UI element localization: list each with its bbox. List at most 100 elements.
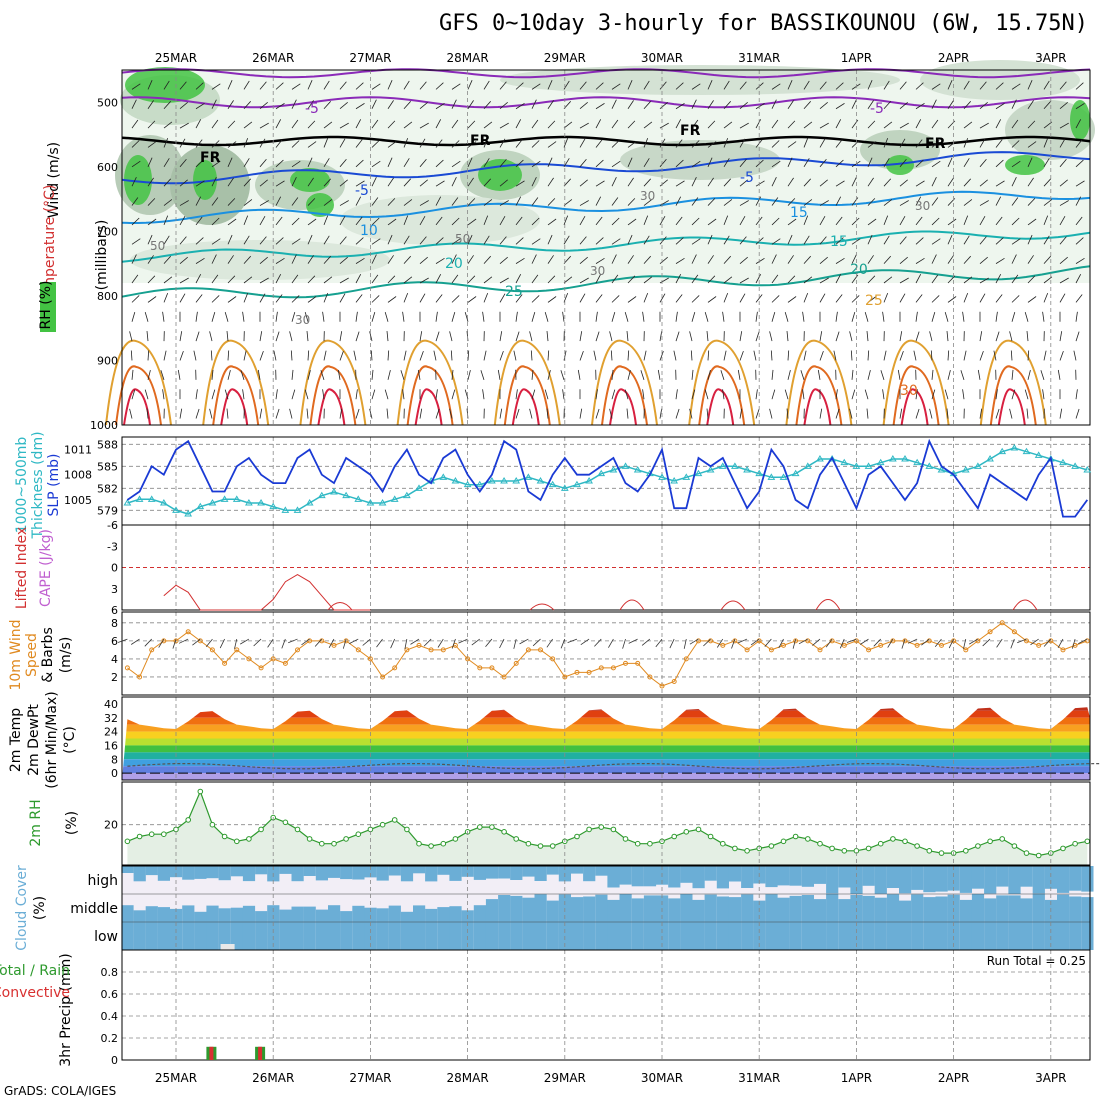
cloud-high-bar: [923, 866, 936, 893]
wind-barb: [275, 331, 280, 342]
wind-barb: [306, 331, 309, 342]
wind-barb: [657, 369, 661, 380]
wind-barb: [769, 408, 773, 419]
rh2m-point: [865, 845, 872, 852]
wind-barb: [417, 369, 421, 380]
wind-barb: [371, 83, 381, 90]
wind-barb: [979, 179, 988, 187]
cloud-middle-bar: [522, 897, 535, 922]
rh2m-point: [574, 833, 580, 840]
wind-barb: [211, 99, 217, 109]
wind-barb: [467, 350, 470, 361]
wind-barb: [224, 311, 229, 322]
cloud-middle-bar: [971, 894, 985, 922]
wind-barb: [611, 238, 621, 245]
wind-barb: [720, 370, 725, 380]
wind-barb: [803, 199, 813, 206]
wind-barb: [787, 198, 796, 206]
wind-barb: [1011, 99, 1017, 109]
cloud-low-bar: [680, 922, 693, 950]
wind-barb: [307, 100, 314, 109]
wind-barb: [435, 82, 444, 90]
wind-barb: [755, 274, 762, 284]
wind-barb: [737, 369, 741, 380]
wind-barb: [944, 389, 949, 400]
wind-barb: [179, 122, 189, 129]
wind-barb: [659, 179, 668, 187]
wind-barb: [691, 99, 697, 109]
wind-barb: [835, 196, 842, 206]
wind-barb: [722, 389, 725, 400]
cloud-low-bar: [1008, 922, 1021, 950]
wind-barb: [579, 350, 584, 361]
wind-barb: [131, 217, 140, 226]
lifted-tick: -3: [107, 540, 118, 553]
wind-barb: [243, 235, 250, 245]
cloud-middle-bar: [583, 896, 596, 922]
cloud-high-bar: [194, 866, 207, 879]
wind-barb: [227, 255, 234, 264]
cloud-high-bar: [182, 866, 195, 880]
cloud-middle-bar: [352, 905, 365, 922]
wind-barb: [339, 101, 348, 110]
wind-barb: [546, 408, 549, 419]
cloud-high-bar: [959, 866, 972, 893]
wind-barb: [675, 216, 683, 226]
wind-barb: [147, 218, 157, 226]
wind-barb: [1027, 218, 1037, 226]
wind-barb: [883, 199, 893, 206]
wind-barb: [659, 277, 669, 284]
wind-barb: [227, 177, 234, 187]
wind-barb: [355, 237, 364, 245]
cloud-high-bar: [692, 866, 705, 889]
wind-barb: [931, 99, 937, 109]
wind-speed-point: [951, 638, 957, 644]
cloud-low-bar: [1069, 922, 1082, 950]
wind-barb: [579, 158, 587, 168]
wind-barb: [1075, 257, 1085, 264]
rh2m-point: [379, 821, 386, 828]
wind-barb-10m: [731, 638, 736, 649]
wind-barb: [739, 236, 747, 245]
wind-barb: [547, 141, 557, 148]
wind-barb: [723, 235, 730, 245]
wind-speed-point: [525, 647, 531, 653]
wind-barb: [755, 294, 763, 303]
wind-barb: [1027, 177, 1034, 187]
wind-barb: [579, 236, 587, 245]
wind-barb: [499, 350, 504, 361]
wind-barb: [211, 295, 220, 303]
wind-barb: [483, 158, 490, 168]
temp-tick: 24: [104, 726, 118, 739]
wind-barb: [931, 119, 939, 129]
wind-barb: [275, 139, 283, 148]
cloud-low-bar: [279, 922, 292, 950]
wind-barb: [240, 370, 245, 380]
wind-barb: [819, 158, 827, 168]
thickness-point: [682, 473, 691, 480]
wind-barb: [193, 350, 197, 361]
cloud-low-bar: [704, 922, 717, 950]
thickness-point: [512, 477, 521, 484]
wind-barb-10m: [349, 638, 359, 644]
cloud-high-bar: [315, 866, 328, 881]
wind-barb: [802, 389, 805, 400]
wind-barb: [1059, 331, 1063, 342]
wind-barb: [435, 159, 444, 168]
temp-contour-30: [698, 365, 746, 426]
wind-barb: [899, 158, 907, 168]
wind-barb: [675, 180, 685, 187]
rh2m-point: [197, 788, 204, 795]
cloud-middle-bar: [619, 894, 632, 922]
wind-barb: [755, 389, 758, 400]
thickness-point: [694, 469, 703, 477]
cloud-middle-bar: [534, 894, 547, 922]
wind-barb: [1043, 292, 1049, 303]
wind-barb: [163, 199, 173, 206]
wind-barb: [819, 122, 829, 129]
cloud-low-bar: [996, 922, 1009, 950]
temp-contour-30: [989, 365, 1037, 426]
wind-barb: [915, 159, 924, 168]
wind-speed-point: [246, 656, 252, 662]
